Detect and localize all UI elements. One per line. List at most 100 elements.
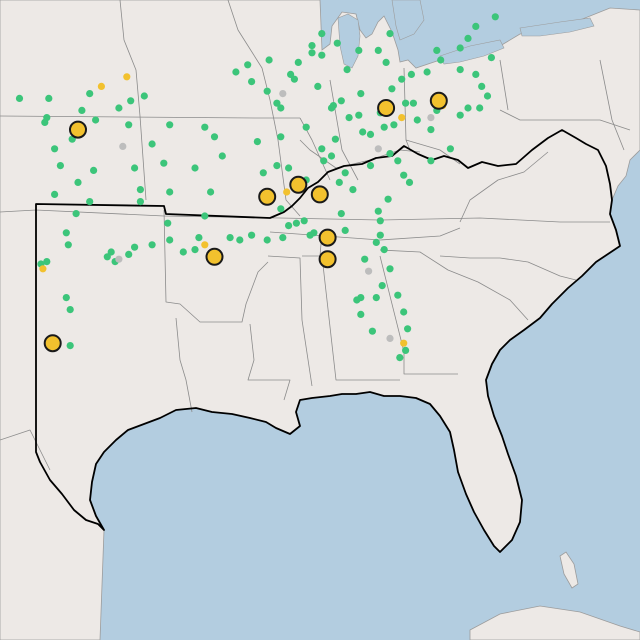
site-marker-active[interactable] xyxy=(273,99,281,107)
site-marker-active[interactable] xyxy=(127,97,135,105)
site-marker-active[interactable] xyxy=(306,231,314,239)
site-marker-active[interactable] xyxy=(294,58,302,66)
site-marker-warning[interactable] xyxy=(283,188,291,196)
site-marker-active[interactable] xyxy=(384,195,392,203)
site-marker-active[interactable] xyxy=(329,102,337,110)
site-marker-active[interactable] xyxy=(372,294,380,302)
site-marker-active[interactable] xyxy=(148,140,156,148)
site-marker-active[interactable] xyxy=(115,104,123,112)
site-marker-inactive[interactable] xyxy=(427,114,435,122)
site-marker-warning[interactable] xyxy=(123,73,131,81)
site-marker-active[interactable] xyxy=(259,169,267,177)
site-marker-active[interactable] xyxy=(226,234,234,242)
site-marker-active[interactable] xyxy=(400,171,408,179)
site-marker-active[interactable] xyxy=(308,42,316,50)
site-marker-active[interactable] xyxy=(337,210,345,218)
site-marker-warning[interactable] xyxy=(400,339,408,347)
site-marker-active[interactable] xyxy=(394,291,402,299)
site-marker-active[interactable] xyxy=(125,250,133,258)
site-marker-active[interactable] xyxy=(191,246,199,254)
site-marker-active[interactable] xyxy=(308,49,316,57)
site-marker-active[interactable] xyxy=(386,150,394,158)
site-marker-active[interactable] xyxy=(290,75,298,83)
site-marker-active[interactable] xyxy=(248,231,256,239)
site-marker-active[interactable] xyxy=(160,159,168,167)
site-marker-active[interactable] xyxy=(376,217,384,225)
site-marker-inactive[interactable] xyxy=(386,334,394,342)
site-marker-active[interactable] xyxy=(41,118,49,126)
site-marker-active[interactable] xyxy=(43,258,51,266)
site-marker-active[interactable] xyxy=(464,34,472,43)
hub-marker[interactable] xyxy=(310,185,329,204)
site-marker-active[interactable] xyxy=(125,121,133,129)
site-marker-active[interactable] xyxy=(446,145,454,153)
site-marker-active[interactable] xyxy=(472,70,480,78)
site-marker-active[interactable] xyxy=(327,152,336,160)
site-marker-active[interactable] xyxy=(62,294,70,302)
site-marker-active[interactable] xyxy=(357,90,365,98)
site-marker-active[interactable] xyxy=(341,226,349,234)
hub-marker[interactable] xyxy=(318,228,337,247)
site-marker-active[interactable] xyxy=(285,222,293,230)
site-marker-active[interactable] xyxy=(107,248,115,256)
site-marker-active[interactable] xyxy=(86,198,94,206)
site-marker-warning[interactable] xyxy=(201,241,209,249)
site-marker-active[interactable] xyxy=(386,265,394,273)
site-marker-active[interactable] xyxy=(45,94,53,102)
site-marker-active[interactable] xyxy=(92,116,100,124)
site-marker-active[interactable] xyxy=(263,87,271,95)
site-marker-active[interactable] xyxy=(263,236,271,244)
site-marker-inactive[interactable] xyxy=(119,142,127,150)
site-marker-active[interactable] xyxy=(341,169,349,177)
hub-marker[interactable] xyxy=(377,99,396,117)
site-marker-active[interactable] xyxy=(427,126,435,134)
site-marker-active[interactable] xyxy=(148,241,156,249)
site-marker-active[interactable] xyxy=(166,188,174,196)
site-marker-active[interactable] xyxy=(131,164,139,172)
site-marker-active[interactable] xyxy=(343,66,351,74)
site-marker-active[interactable] xyxy=(300,217,308,225)
site-marker-active[interactable] xyxy=(103,253,111,261)
site-marker-active[interactable] xyxy=(374,46,382,55)
site-marker-active[interactable] xyxy=(374,207,382,215)
site-marker-active[interactable] xyxy=(218,152,226,160)
site-marker-active[interactable] xyxy=(318,145,326,153)
site-marker-active[interactable] xyxy=(366,162,375,170)
site-marker-active[interactable] xyxy=(164,219,172,227)
site-marker-warning[interactable] xyxy=(39,265,47,273)
site-marker-active[interactable] xyxy=(407,70,415,78)
site-marker-active[interactable] xyxy=(382,58,390,66)
site-marker-active[interactable] xyxy=(372,238,380,246)
site-marker-active[interactable] xyxy=(273,162,281,170)
site-marker-active[interactable] xyxy=(51,145,59,153)
site-marker-active[interactable] xyxy=(62,229,70,237)
site-marker-active[interactable] xyxy=(74,178,82,186)
site-marker-active[interactable] xyxy=(353,296,361,304)
site-marker-active[interactable] xyxy=(359,128,367,136)
site-marker-active[interactable] xyxy=(378,282,386,290)
site-marker-active[interactable] xyxy=(136,198,144,206)
site-marker-active[interactable] xyxy=(476,104,484,112)
site-marker-active[interactable] xyxy=(388,85,396,93)
site-marker-active[interactable] xyxy=(279,234,287,242)
site-marker-active[interactable] xyxy=(207,188,215,196)
hub-marker[interactable] xyxy=(69,120,87,139)
site-marker-active[interactable] xyxy=(179,248,187,256)
site-marker-active[interactable] xyxy=(398,75,406,83)
site-marker-active[interactable] xyxy=(248,78,256,86)
hub-marker[interactable] xyxy=(429,91,448,110)
site-marker-active[interactable] xyxy=(333,39,341,47)
site-marker-active[interactable] xyxy=(140,92,148,100)
site-marker-active[interactable] xyxy=(201,212,209,220)
site-marker-active[interactable] xyxy=(355,111,363,119)
site-marker-active[interactable] xyxy=(86,90,94,98)
site-marker-active[interactable] xyxy=(409,99,417,107)
site-marker-active[interactable] xyxy=(386,29,394,38)
site-marker-active[interactable] xyxy=(483,92,492,100)
site-marker-active[interactable] xyxy=(464,104,472,112)
site-marker-active[interactable] xyxy=(437,56,445,64)
site-marker-active[interactable] xyxy=(390,121,398,129)
site-marker-active[interactable] xyxy=(244,61,252,69)
